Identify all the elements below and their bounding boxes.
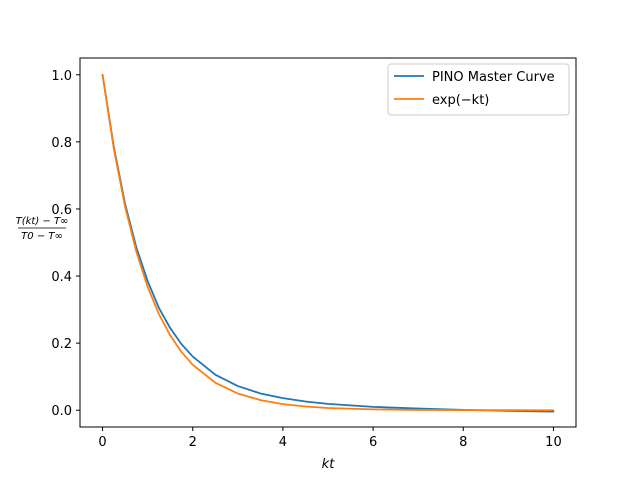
plot-frame xyxy=(79,57,577,428)
y-tick-label: 1.0 xyxy=(51,69,72,84)
x-tick-label: 8 xyxy=(459,435,467,450)
legend-box xyxy=(387,63,570,116)
y-tick-label: 0.4 xyxy=(51,270,72,285)
y-tick-label: 0.0 xyxy=(51,404,72,419)
x-tick-label: 6 xyxy=(369,435,377,450)
y-tick-label: 0.8 xyxy=(51,136,72,151)
x-tick-label: 4 xyxy=(279,435,287,450)
legend-label-exp: exp(−kt) xyxy=(432,93,489,108)
legend: PINO Master Curve exp(−kt) xyxy=(387,63,570,116)
x-tick-label: 2 xyxy=(189,435,197,450)
y-tick-label: 0.6 xyxy=(51,203,72,218)
y-axis-label-numerator: T(kt) − T∞ xyxy=(16,216,69,227)
x-tick-label: 10 xyxy=(545,435,562,450)
x-axis-label: kt xyxy=(322,457,336,472)
x-tick-label: 0 xyxy=(98,435,106,450)
plot-lines xyxy=(101,73,555,413)
y-axis-label: T(kt) − T∞ T0 − T∞ xyxy=(16,216,69,242)
series-line-1 xyxy=(101,73,555,412)
legend-label-pino: PINO Master Curve xyxy=(432,70,555,85)
y-tick-label: 0.2 xyxy=(51,337,72,352)
y-axis-label-denominator: T0 − T∞ xyxy=(21,231,63,242)
x-axis: 0 2 4 6 8 10 xyxy=(98,427,562,450)
series-line-0 xyxy=(101,73,555,413)
y-axis: 0.0 0.2 0.4 0.6 0.8 1.0 xyxy=(51,69,80,419)
